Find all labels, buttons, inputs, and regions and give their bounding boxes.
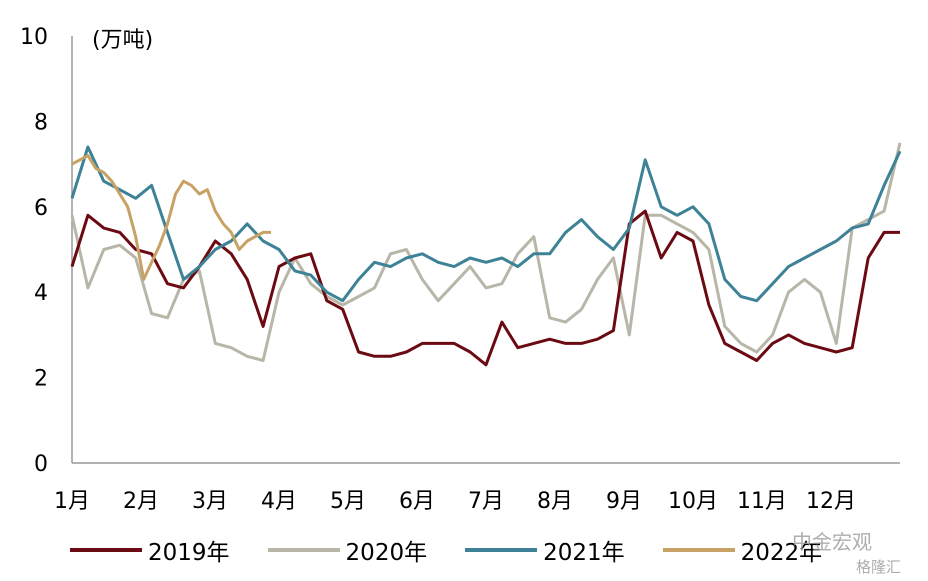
y-tick-label: 6 [34, 196, 48, 221]
y-tick-label: 4 [34, 281, 48, 306]
x-tick-label: 5月 [330, 489, 366, 514]
x-tick-label: 6月 [399, 489, 435, 514]
x-tick-label: 9月 [606, 489, 642, 514]
y-tick-label: 8 [34, 110, 48, 135]
watermark-subtext: 格隆汇 [856, 558, 902, 576]
series-line-2022年 [71, 154, 271, 281]
x-tick-label: 12月 [806, 489, 856, 514]
legend-swatch-2020 [267, 548, 340, 552]
y-axis-tick-labels: 0 2 4 6 8 10 [20, 25, 48, 477]
series-line-2021年 [70, 145, 902, 303]
legend: 2019年 2020年 2021年 2022年 [70, 532, 860, 568]
x-tick-label: 11月 [737, 489, 787, 514]
legend-label-2021: 2021年 [543, 540, 625, 566]
series-lines [70, 142, 902, 367]
series-line-2020年 [70, 142, 902, 362]
x-tick-label: 8月 [537, 489, 573, 514]
x-axis-tick-labels: 1月 2月 3月 4月 5月 6月 7月 8月 9月 10月 11月 12月 [54, 489, 856, 514]
watermark-text: 中金宏观 [792, 530, 872, 554]
x-tick-label: 7月 [468, 489, 504, 514]
series-line-2019年 [70, 209, 900, 367]
legend-item-2019: 2019年 [70, 533, 230, 567]
legend-label-2019: 2019年 [148, 540, 230, 566]
legend-item-2022: 2022年 [662, 533, 823, 567]
y-tick-label: 10 [20, 25, 48, 50]
x-tick-label: 1月 [54, 489, 90, 514]
x-tick-label: 10月 [668, 489, 718, 514]
y-axis-unit-label: (万吨) [92, 28, 153, 53]
x-tick-label: 3月 [192, 489, 228, 514]
y-tick-label: 2 [34, 367, 48, 392]
legend-label-2022: 2022年 [740, 540, 823, 566]
legend-label-2020: 2020年 [345, 540, 428, 566]
x-tick-label: 2月 [123, 489, 159, 514]
x-tick-label: 4月 [261, 489, 297, 514]
legend-item-2021: 2021年 [465, 533, 625, 567]
y-tick-label: 0 [34, 452, 48, 477]
legend-swatch-2022 [662, 548, 735, 552]
legend-item-2020: 2020年 [267, 533, 428, 567]
legend-swatch-2019 [70, 548, 142, 552]
legend-swatch-2021 [465, 548, 538, 552]
